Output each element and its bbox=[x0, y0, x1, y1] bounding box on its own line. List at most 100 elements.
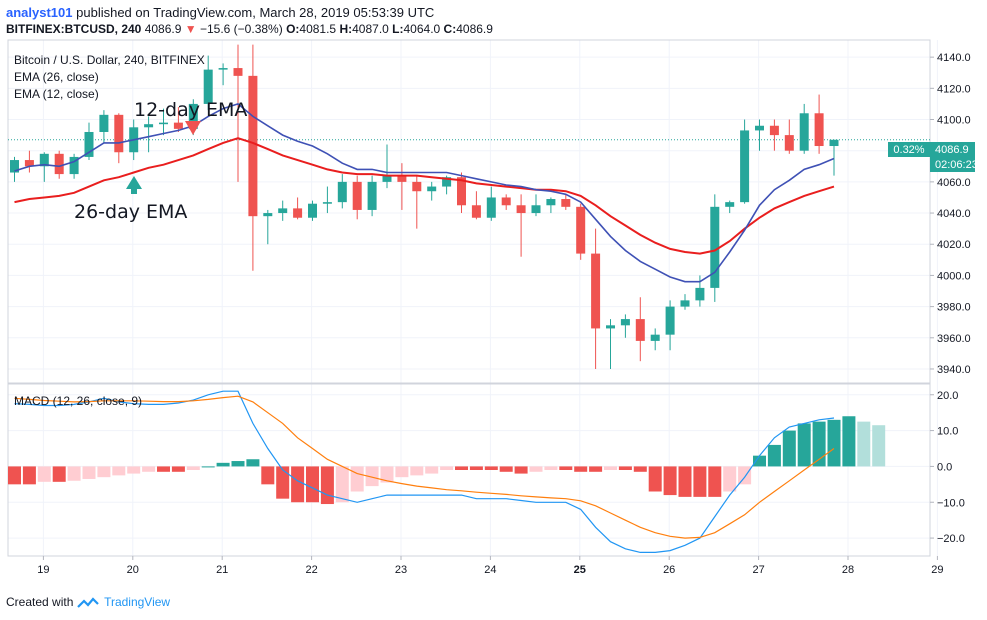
candle-body bbox=[188, 103, 198, 129]
macd-histogram-bar bbox=[291, 466, 305, 503]
macd-histogram-bar bbox=[812, 421, 826, 467]
price-badges: 0.32% 4086.9 02:06:23 bbox=[888, 142, 978, 172]
high-label: H: bbox=[339, 22, 353, 36]
macd-histogram-bar bbox=[604, 466, 617, 470]
open-label: O: bbox=[286, 22, 300, 36]
macd-histogram-bar bbox=[440, 466, 454, 470]
macd-histogram-bar bbox=[127, 466, 141, 474]
candle-body bbox=[263, 213, 273, 217]
macd-tick-label: 10.0 bbox=[937, 426, 958, 438]
price-tick-label: 3940.0 bbox=[937, 364, 971, 376]
macd-histogram-bar bbox=[469, 466, 483, 470]
candle-body bbox=[635, 319, 645, 341]
candle-body bbox=[740, 130, 750, 203]
legend-ema26: EMA (26, close) bbox=[14, 70, 99, 84]
macd-tick-label: 20.0 bbox=[937, 390, 958, 402]
pct-badge-text: 0.32% bbox=[893, 144, 924, 156]
candle-body bbox=[471, 205, 481, 218]
candle-body bbox=[322, 202, 332, 204]
time-tick-label: 29 bbox=[931, 564, 943, 576]
macd-histogram-bar bbox=[544, 466, 558, 470]
candle-body bbox=[382, 175, 392, 182]
price-tick-label: 4060.0 bbox=[937, 177, 971, 189]
time-tick-label: 27 bbox=[752, 564, 764, 576]
macd-layer bbox=[8, 390, 886, 554]
candle-body bbox=[576, 206, 586, 254]
time-tick-label: 21 bbox=[216, 564, 228, 576]
price-badge bbox=[930, 142, 975, 157]
macd-histogram-bar bbox=[559, 466, 573, 470]
timer-badge bbox=[930, 157, 975, 172]
time-tick-label: 28 bbox=[842, 564, 854, 576]
macd-histogram-bar bbox=[201, 466, 215, 468]
tradingview-brand[interactable]: TradingView bbox=[104, 595, 171, 609]
author-link[interactable]: analyst101 bbox=[6, 5, 73, 20]
macd-histogram-bar bbox=[37, 466, 51, 482]
candle-body bbox=[233, 68, 243, 76]
macd-histogram-bar bbox=[529, 466, 543, 472]
symbol-label: BITFINEX:BTCUSD, 240 bbox=[6, 22, 142, 36]
macd-histogram-bar bbox=[350, 466, 364, 492]
pct-badge bbox=[888, 142, 930, 157]
candle-body bbox=[203, 69, 213, 104]
candle-body bbox=[650, 334, 660, 341]
macd-histogram-bar bbox=[82, 466, 96, 479]
candle-body bbox=[814, 113, 824, 147]
macd-histogram-bar bbox=[797, 423, 811, 467]
macd-histogram-bar bbox=[231, 461, 245, 467]
macd-histogram-bar bbox=[738, 466, 752, 485]
price-tick-label: 4020.0 bbox=[937, 239, 971, 251]
candle-body bbox=[412, 181, 422, 192]
candle-body bbox=[114, 114, 124, 153]
candle-body bbox=[397, 175, 407, 182]
candle-body bbox=[755, 125, 764, 131]
low-value: 4064.0 bbox=[403, 22, 441, 36]
ema26-line bbox=[14, 137, 835, 255]
price-tick-label: 3980.0 bbox=[937, 302, 971, 314]
time-tick-label: 25 bbox=[574, 564, 586, 576]
macd-histogram-bar bbox=[8, 466, 21, 485]
macd-histogram-bar bbox=[633, 466, 647, 472]
timer-badge-text: 02:06:23 bbox=[935, 159, 978, 171]
time-tick-label: 22 bbox=[305, 564, 317, 576]
price-layer bbox=[8, 44, 930, 369]
price-tick-label: 4040.0 bbox=[937, 208, 971, 220]
candle-body bbox=[337, 181, 347, 203]
arrow-up-stem bbox=[131, 188, 137, 194]
macd-tick-label: 0.0 bbox=[937, 461, 952, 473]
macd-histogram-bar bbox=[320, 466, 334, 505]
candle-body bbox=[620, 319, 630, 326]
macd-tick-label: −10.0 bbox=[937, 497, 965, 509]
candle-body bbox=[427, 186, 437, 192]
candle-body bbox=[308, 203, 317, 218]
macd-tick-label: −20.0 bbox=[937, 533, 965, 545]
open-value: 4081.5 bbox=[299, 22, 337, 36]
price-badge-text: 4086.9 bbox=[935, 144, 969, 156]
macd-line bbox=[14, 390, 835, 554]
macd-histogram-bar bbox=[52, 466, 66, 482]
macd-histogram-bar bbox=[782, 430, 796, 467]
candle-body bbox=[799, 113, 809, 151]
arrow-down-icon bbox=[185, 121, 201, 135]
legend-macd: MACD (12, 26, close, 9) bbox=[14, 394, 142, 408]
created-with-text: Created with bbox=[6, 595, 74, 609]
tradingview-logo-icon bbox=[76, 597, 99, 608]
candle-body bbox=[69, 156, 79, 175]
candle-body bbox=[84, 131, 94, 157]
time-tick-label: 24 bbox=[484, 564, 496, 576]
macd-histogram-bar bbox=[335, 466, 349, 503]
footer: Created with TradingView bbox=[6, 595, 170, 609]
macd-histogram-bar bbox=[723, 466, 737, 492]
macd-histogram-bar bbox=[857, 421, 871, 467]
candle-body bbox=[695, 287, 705, 301]
down-arrow-icon: ▼ bbox=[184, 22, 197, 36]
candle-body bbox=[457, 177, 466, 206]
macd-histogram-bar bbox=[22, 466, 36, 485]
macd-histogram-bar bbox=[484, 466, 498, 470]
candle-body bbox=[442, 177, 452, 187]
macd-histogram-bar bbox=[842, 416, 856, 467]
candle-body bbox=[665, 306, 675, 335]
macd-histogram-bar bbox=[708, 466, 722, 497]
macd-histogram-bar bbox=[410, 466, 424, 476]
